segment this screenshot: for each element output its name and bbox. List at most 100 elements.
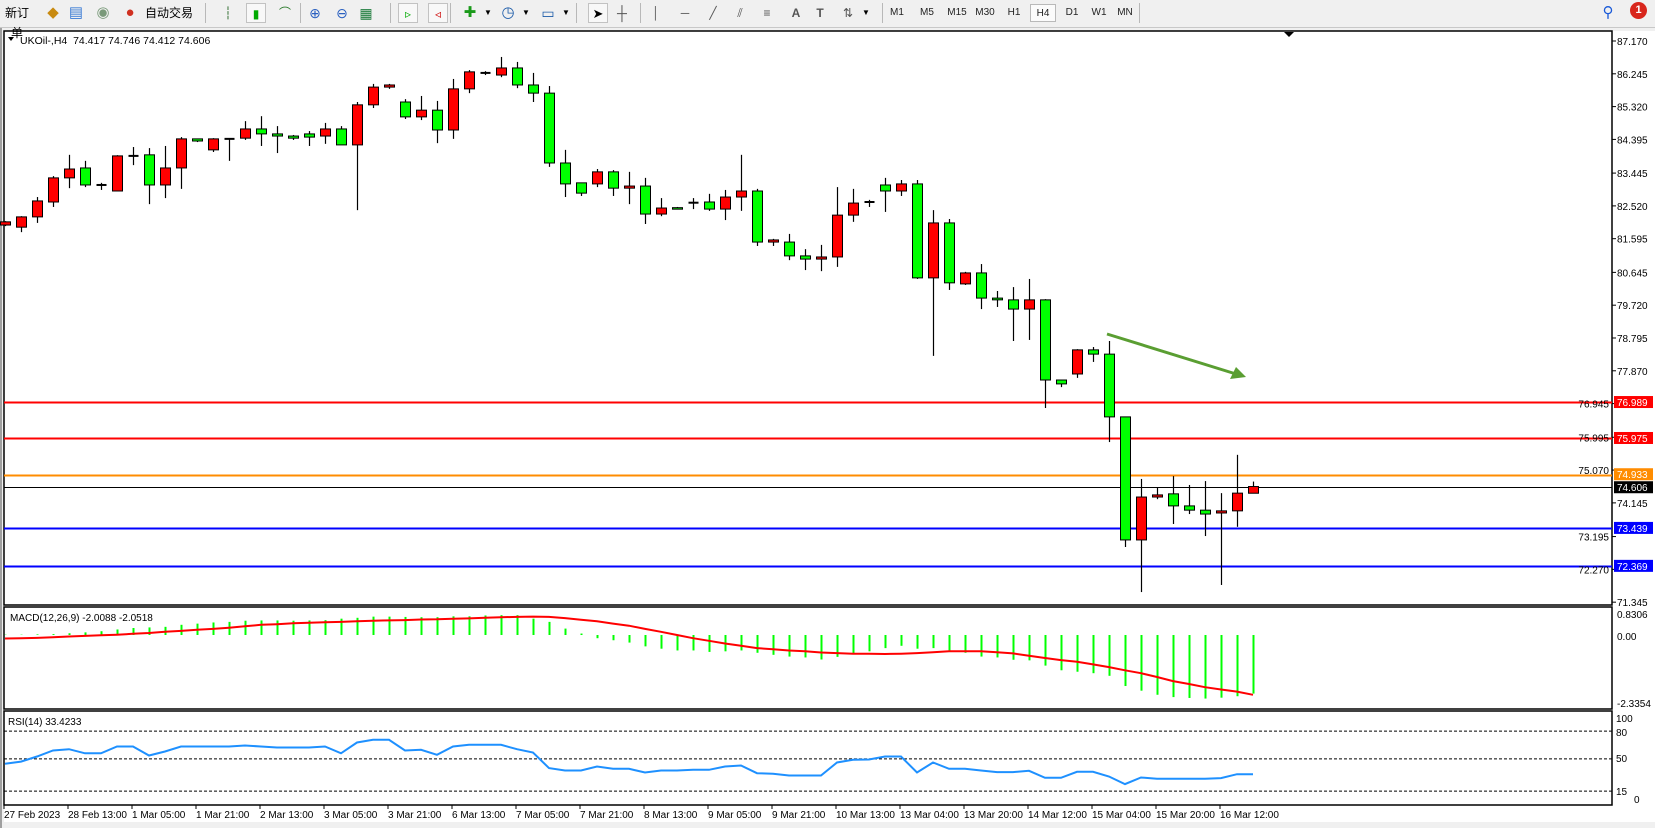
chevron-down-icon[interactable]: ▼ xyxy=(484,8,492,17)
candle-body xyxy=(464,71,475,90)
time-tick-label: 3 Mar 05:00 xyxy=(324,810,378,821)
equidistant-channel-icon[interactable]: ⫽ xyxy=(737,6,743,20)
candle-body xyxy=(1056,379,1067,385)
market-watch-icon[interactable]: ◆ xyxy=(47,4,59,21)
candle-body xyxy=(320,128,331,137)
crosshair-icon[interactable]: ┼ xyxy=(617,5,627,21)
level-price-tag xyxy=(1614,559,1653,572)
candle-body xyxy=(208,138,219,151)
auto-scroll-icon[interactable]: ▹ xyxy=(398,3,418,23)
candle xyxy=(288,134,299,140)
candle xyxy=(992,291,1003,307)
candle-body xyxy=(0,221,11,226)
timeframe-m30[interactable]: M30 xyxy=(975,7,995,18)
navigator-icon[interactable]: ▤ xyxy=(68,4,84,21)
candle-body xyxy=(672,207,683,210)
notification-badge[interactable]: 1 xyxy=(1630,2,1647,19)
timeframe-mn[interactable]: MN xyxy=(1117,7,1133,18)
price-axis[interactable]: 87.170 86.245 85.320 84.395 83.445 82.520 81.5… xyxy=(1578,37,1653,806)
chevron-down-icon[interactable]: ▼ xyxy=(562,8,570,17)
candle-body xyxy=(640,185,651,215)
timeframe-h4[interactable]: H4 xyxy=(1030,4,1056,22)
candle xyxy=(608,170,619,196)
candle xyxy=(496,56,507,78)
candle xyxy=(944,219,955,290)
candle-body xyxy=(1088,349,1099,355)
time-axis[interactable]: 27 Feb 2023 28 Feb 13:00 1 Mar 05:00 1 Mar … xyxy=(3,805,1279,821)
separator xyxy=(576,3,577,23)
candle-body xyxy=(272,133,283,137)
time-tick-label: 10 Mar 13:00 xyxy=(836,810,895,821)
time-tick-label: 15 Mar 04:00 xyxy=(1092,810,1151,821)
trend-arrow-line[interactable] xyxy=(1106,332,1237,376)
candle xyxy=(240,121,251,140)
level-price-label: 75.975 xyxy=(1617,434,1648,445)
timeframe-m15[interactable]: M15 xyxy=(947,7,967,18)
candle xyxy=(144,148,155,205)
text-label-icon[interactable]: T xyxy=(816,6,824,20)
bar-chart-icon[interactable]: ┆ xyxy=(224,6,232,20)
candle xyxy=(336,126,347,146)
rsi-tick-label: 80 xyxy=(1616,728,1628,739)
candle xyxy=(1008,287,1019,341)
candle-body xyxy=(192,138,203,142)
chart-shift-icon[interactable]: ◃ xyxy=(428,3,448,23)
candle-body xyxy=(624,185,635,189)
zoom-in-icon[interactable]: ⊕ xyxy=(309,5,321,21)
price-tick-label: 71.345 xyxy=(1617,598,1648,609)
candle-body xyxy=(512,67,523,86)
level-price-label: 74.933 xyxy=(1617,470,1648,481)
main-pane-frame xyxy=(3,30,1613,606)
candle xyxy=(736,154,747,211)
chevron-down-icon[interactable]: ▼ xyxy=(522,8,530,17)
time-tick-label: 8 Mar 13:00 xyxy=(644,810,698,821)
horizontal-line-icon[interactable]: ─ xyxy=(680,6,690,20)
price-tick-label: 74.145 xyxy=(1617,499,1648,510)
candlestick-chart-icon[interactable]: ▮ xyxy=(246,3,266,23)
auto-trading-icon[interactable]: ● xyxy=(125,4,135,21)
price-tick-label: 78.795 xyxy=(1617,334,1648,345)
arrows-icon[interactable]: ⇅ xyxy=(842,6,854,20)
templates-icon[interactable]: ▭ xyxy=(541,5,555,21)
trendline-icon[interactable]: ╱ xyxy=(709,6,717,20)
separator xyxy=(300,3,301,23)
rsi-tick-label: 15 xyxy=(1616,787,1628,798)
candles xyxy=(0,56,1259,593)
new-order-button[interactable]: 新订单 xyxy=(4,6,29,40)
candle xyxy=(16,216,27,233)
candle xyxy=(112,155,123,192)
periods-clock-icon[interactable]: ◷ xyxy=(501,4,515,21)
auto-trading-button[interactable]: 自动交易 xyxy=(144,6,193,20)
text-icon[interactable]: A xyxy=(791,6,801,20)
time-tick-label: 13 Mar 20:00 xyxy=(964,810,1023,821)
indicators-icon[interactable]: ✚ xyxy=(463,4,477,21)
search-icon[interactable]: ⚲ xyxy=(1602,4,1614,21)
zoom-out-icon[interactable]: ⊖ xyxy=(336,5,348,21)
collapse-triangle-icon[interactable] xyxy=(8,37,14,41)
timeframe-m5[interactable]: M5 xyxy=(920,7,934,18)
cursor-icon[interactable]: ➤ xyxy=(588,3,608,23)
tile-windows-icon[interactable]: ▦ xyxy=(359,5,373,21)
candle xyxy=(368,83,379,109)
line-chart-icon[interactable]: ⌒ xyxy=(278,6,291,20)
price-tick-label: 79.720 xyxy=(1617,301,1648,312)
chart-shift-marker-icon[interactable] xyxy=(1284,32,1294,37)
fibonacci-icon[interactable]: ≡ xyxy=(763,6,771,20)
candle-body xyxy=(576,182,587,194)
candle xyxy=(752,188,763,246)
signals-icon[interactable]: ◉ xyxy=(96,4,110,21)
candle-body xyxy=(816,256,827,260)
timeframe-d1[interactable]: D1 xyxy=(1065,7,1079,18)
timeframe-h1[interactable]: H1 xyxy=(1007,7,1021,18)
candle xyxy=(32,197,43,223)
candle xyxy=(512,61,523,89)
timeframe-w1[interactable]: W1 xyxy=(1091,7,1107,18)
timeframe-m1[interactable]: M1 xyxy=(890,7,904,18)
candle-body xyxy=(1232,492,1243,512)
vertical-line-icon[interactable]: │ xyxy=(652,6,660,20)
candle-body xyxy=(144,154,155,186)
chevron-down-icon[interactable]: ▼ xyxy=(862,8,870,17)
candle xyxy=(960,271,971,285)
chart-background xyxy=(4,31,1655,822)
